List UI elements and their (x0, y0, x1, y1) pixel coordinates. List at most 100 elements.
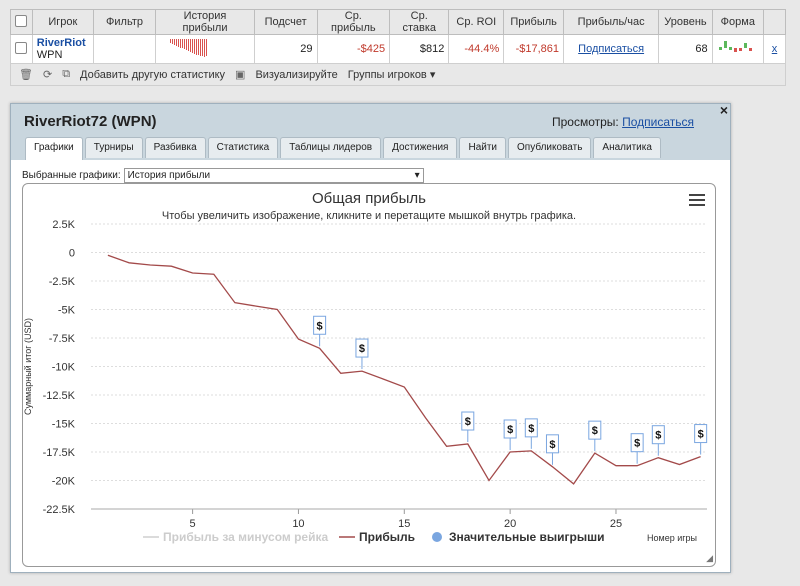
window-header: RiverRiot72 (WPN) Просмотры: Подписаться… (11, 102, 730, 160)
big-win-label: $ (592, 425, 598, 437)
x-tick-label: 20 (504, 518, 516, 530)
tab-statistics[interactable]: Статистика (207, 137, 279, 158)
y-axis-label: Суммарный итог (USD) (23, 318, 33, 415)
tab-charts[interactable]: Графики (25, 137, 83, 160)
player-cell[interactable]: RiverRiot WPN (31, 34, 94, 64)
tab-publish[interactable]: Опубликовать (508, 137, 592, 158)
tab-achievements[interactable]: Достижения (383, 137, 458, 158)
x-tick-label: 15 (398, 518, 410, 530)
x-tick-label: 5 (190, 518, 196, 530)
y-tick-label: -22.5K (43, 504, 76, 516)
refresh-icon[interactable]: ⟳ (42, 69, 53, 81)
resize-handle-icon[interactable]: ◢ (706, 553, 713, 563)
header-profit-history[interactable]: История прибыли (155, 9, 255, 35)
chart-select[interactable]: История прибыли (123, 168, 424, 183)
sparkline-bars (170, 38, 208, 57)
count-cell: 29 (253, 34, 318, 64)
chart-subtitle: Чтобы увеличить изображение, кликните и … (162, 210, 576, 222)
views-subscribe-link[interactable]: Подписаться (622, 115, 694, 129)
big-win-flag (461, 411, 475, 431)
x-tick-label: 25 (610, 518, 622, 530)
y-tick-label: -20K (52, 476, 76, 488)
header-avg-roi[interactable]: Ср. ROI (448, 9, 505, 35)
visualize-button[interactable]: Визуализируйте (255, 68, 338, 81)
remove-player-link[interactable]: x (771, 43, 778, 55)
legend-rake-label: Прибыль за минусом рейка (163, 530, 328, 544)
y-tick-label: -7.5K (49, 333, 76, 345)
big-win-flag (524, 418, 538, 438)
row-checkbox[interactable] (10, 34, 33, 64)
subscribe-link[interactable]: Подписаться (578, 43, 645, 55)
header-remove (762, 9, 787, 35)
header-form[interactable]: Форма (711, 9, 764, 35)
legend-profit-label: Прибыль (359, 530, 415, 544)
tab-leaderboards[interactable]: Таблицы лидеров (280, 137, 382, 158)
views-info: Просмотры: Подписаться (552, 115, 694, 129)
player-window: RiverRiot72 (WPN) Просмотры: Подписаться… (10, 102, 731, 573)
y-tick-label: -2.5K (49, 276, 76, 288)
chart-select-row: Выбранные графики: История прибыли (22, 168, 424, 183)
level-cell: 68 (658, 34, 713, 64)
big-win-flag (694, 424, 708, 444)
header-avg-profit[interactable]: Ср. прибыль (316, 9, 391, 35)
y-tick-label: 2.5K (52, 219, 75, 231)
player-site: WPN (36, 49, 63, 61)
big-win-flag (630, 433, 644, 453)
close-icon[interactable]: × (719, 102, 729, 118)
trash-icon[interactable]: 🗑 (19, 69, 33, 81)
header-profit[interactable]: Прибыль (503, 9, 565, 35)
select-all-checkbox[interactable] (10, 9, 33, 35)
table-row: RiverRiot WPN 29 -$425 $812 -44.4% -$17,… (10, 34, 787, 64)
big-win-label: $ (317, 320, 323, 332)
x-tick-label: 10 (292, 518, 304, 530)
tab-breakdown[interactable]: Разбивка (144, 137, 206, 158)
y-tick-label: -15K (52, 419, 76, 431)
avg-roi-cell: -44.4% (448, 34, 505, 64)
player-name[interactable]: RiverRiot (36, 37, 86, 49)
chart-container[interactable]: Общая прибыль Чтобы увеличить изображение… (22, 183, 716, 567)
tab-find[interactable]: Найти (459, 137, 507, 158)
header-level[interactable]: Уровень (658, 9, 713, 35)
profit-hour-cell: Подписаться (563, 34, 660, 64)
window-title: RiverRiot72 (WPN) (24, 113, 157, 130)
header-filter[interactable]: Фильтр (92, 9, 157, 35)
header-avg-stake[interactable]: Ср. ставка (389, 9, 450, 35)
header-profit-hour[interactable]: Прибыль/час (563, 9, 660, 35)
big-win-label: $ (549, 439, 555, 451)
y-tick-label: -5K (58, 305, 76, 317)
chart-select-label: Выбранные графики: (22, 170, 121, 181)
form-sparkline (711, 34, 764, 64)
copy-icon: ⧉ (62, 68, 71, 80)
y-tick-label: -17.5K (43, 447, 76, 459)
menu-icon[interactable] (689, 194, 705, 206)
tab-tournaments[interactable]: Турниры (84, 137, 143, 158)
table-toolbar: 🗑 ⟳ ⧉ Добавить другую статистику ▣ Визуа… (10, 64, 786, 86)
avg-profit-cell: -$425 (316, 34, 391, 64)
image-icon: ▣ (235, 69, 246, 81)
big-win-label: $ (634, 438, 640, 450)
big-win-label: $ (359, 343, 365, 355)
form-bars (718, 40, 752, 52)
y-tick-label: 0 (69, 248, 75, 260)
add-stats-button[interactable]: Добавить другую статистику (80, 68, 226, 81)
y-tick-label: -12.5K (43, 390, 76, 402)
profit-chart[interactable]: Общая прибыль Чтобы увеличить изображение… (23, 184, 715, 566)
filter-cell[interactable] (92, 34, 157, 64)
legend-wins-label: Значительные выигрыши (449, 530, 605, 544)
header-player[interactable]: Игрок (31, 9, 94, 35)
big-win-label: $ (698, 429, 704, 441)
profit-cell: -$17,861 (503, 34, 565, 64)
table-header-row: Игрок Фильтр История прибыли Подсчет Ср.… (10, 9, 787, 35)
big-win-label: $ (507, 424, 513, 436)
player-groups-dropdown[interactable]: Группы игроков ▾ (347, 69, 436, 81)
tab-analytics[interactable]: Аналитика (593, 137, 661, 158)
stats-table: Игрок Фильтр История прибыли Подсчет Ср.… (10, 9, 787, 64)
views-label: Просмотры: (551, 115, 619, 129)
legend-wins-swatch (432, 532, 442, 542)
big-win-label: $ (528, 423, 534, 435)
profit-history-sparkline (155, 34, 255, 64)
header-count[interactable]: Подсчет (253, 9, 318, 35)
x-axis-label: Номер игры (647, 533, 697, 543)
profit-line (107, 254, 701, 485)
big-win-flag (313, 315, 327, 335)
